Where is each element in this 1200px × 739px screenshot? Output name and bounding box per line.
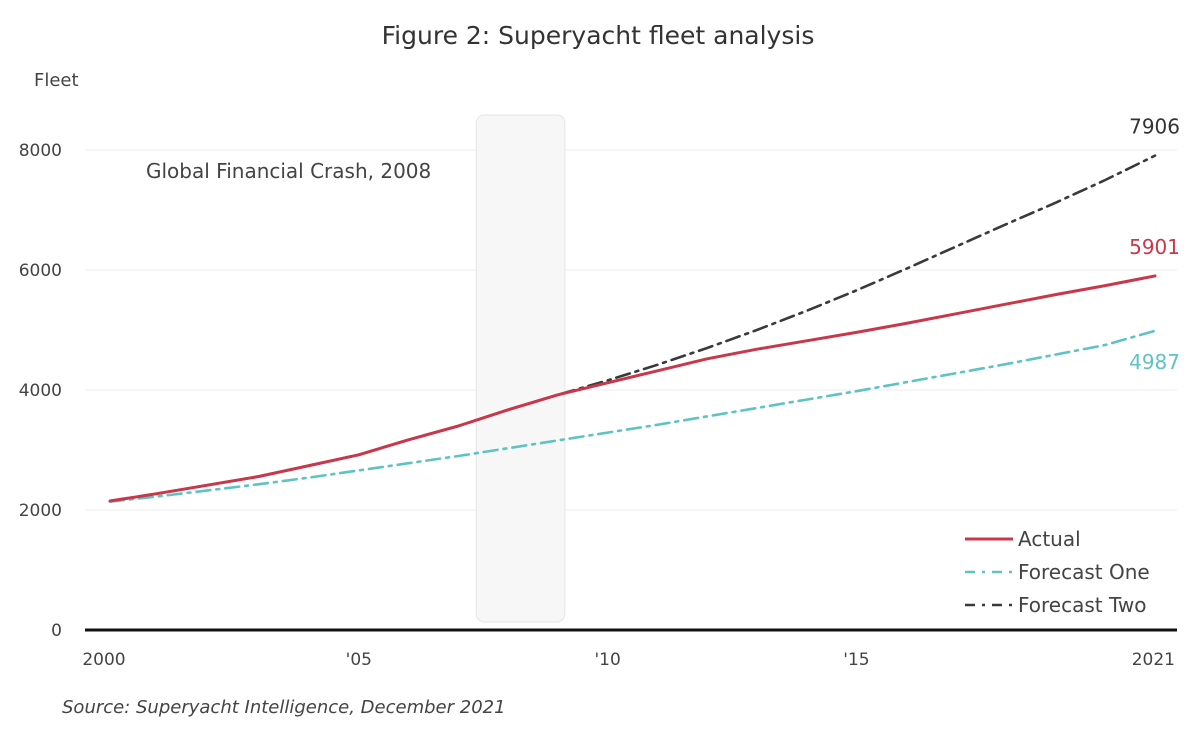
source-note: Source: Superyacht Intelligence, Decembe… — [62, 697, 506, 718]
legend-label: Actual — [1018, 527, 1081, 551]
x-tick-label: '10 — [594, 650, 620, 670]
end-label-actual: 5901 — [1129, 235, 1180, 259]
y-tick-label: 8000 — [19, 141, 62, 161]
financial-crash-band — [475, 114, 566, 623]
series-line-actual — [108, 274, 1157, 503]
end-label-forecast-one: 4987 — [1129, 350, 1180, 374]
y-tick-label: 2000 — [19, 501, 62, 521]
legend: Actual Forecast One Forecast Two — [965, 527, 1150, 617]
crash-band-rect — [475, 114, 566, 623]
x-axis-ticks: 2000 '05 '10 '15 2021 — [82, 650, 1175, 670]
legend-label: Forecast One — [1018, 560, 1150, 584]
chart-title: Figure 2: Superyacht fleet analysis — [382, 21, 815, 50]
gridlines — [85, 149, 1177, 511]
x-tick-label: 2000 — [82, 650, 125, 670]
series-line-forecast-one — [108, 329, 1157, 503]
x-tick-label: '15 — [843, 650, 869, 670]
legend-label: Forecast Two — [1018, 593, 1147, 617]
series-end-labels: 5901 4987 7906 — [1129, 115, 1180, 374]
y-tick-label: 0 — [51, 621, 62, 641]
x-tick-label: 2021 — [1132, 650, 1175, 670]
y-axis-label: Fleet — [34, 70, 79, 91]
series-lines — [108, 154, 1157, 503]
y-tick-label: 4000 — [19, 381, 62, 401]
end-label-forecast-two: 7906 — [1129, 115, 1180, 139]
series-line-forecast-two — [108, 154, 1157, 503]
financial-crash-annotation: Global Financial Crash, 2008 — [146, 159, 431, 183]
y-axis-ticks: 0 2000 4000 6000 8000 — [19, 141, 62, 641]
y-tick-label: 6000 — [19, 261, 62, 281]
x-tick-label: '05 — [346, 650, 372, 670]
